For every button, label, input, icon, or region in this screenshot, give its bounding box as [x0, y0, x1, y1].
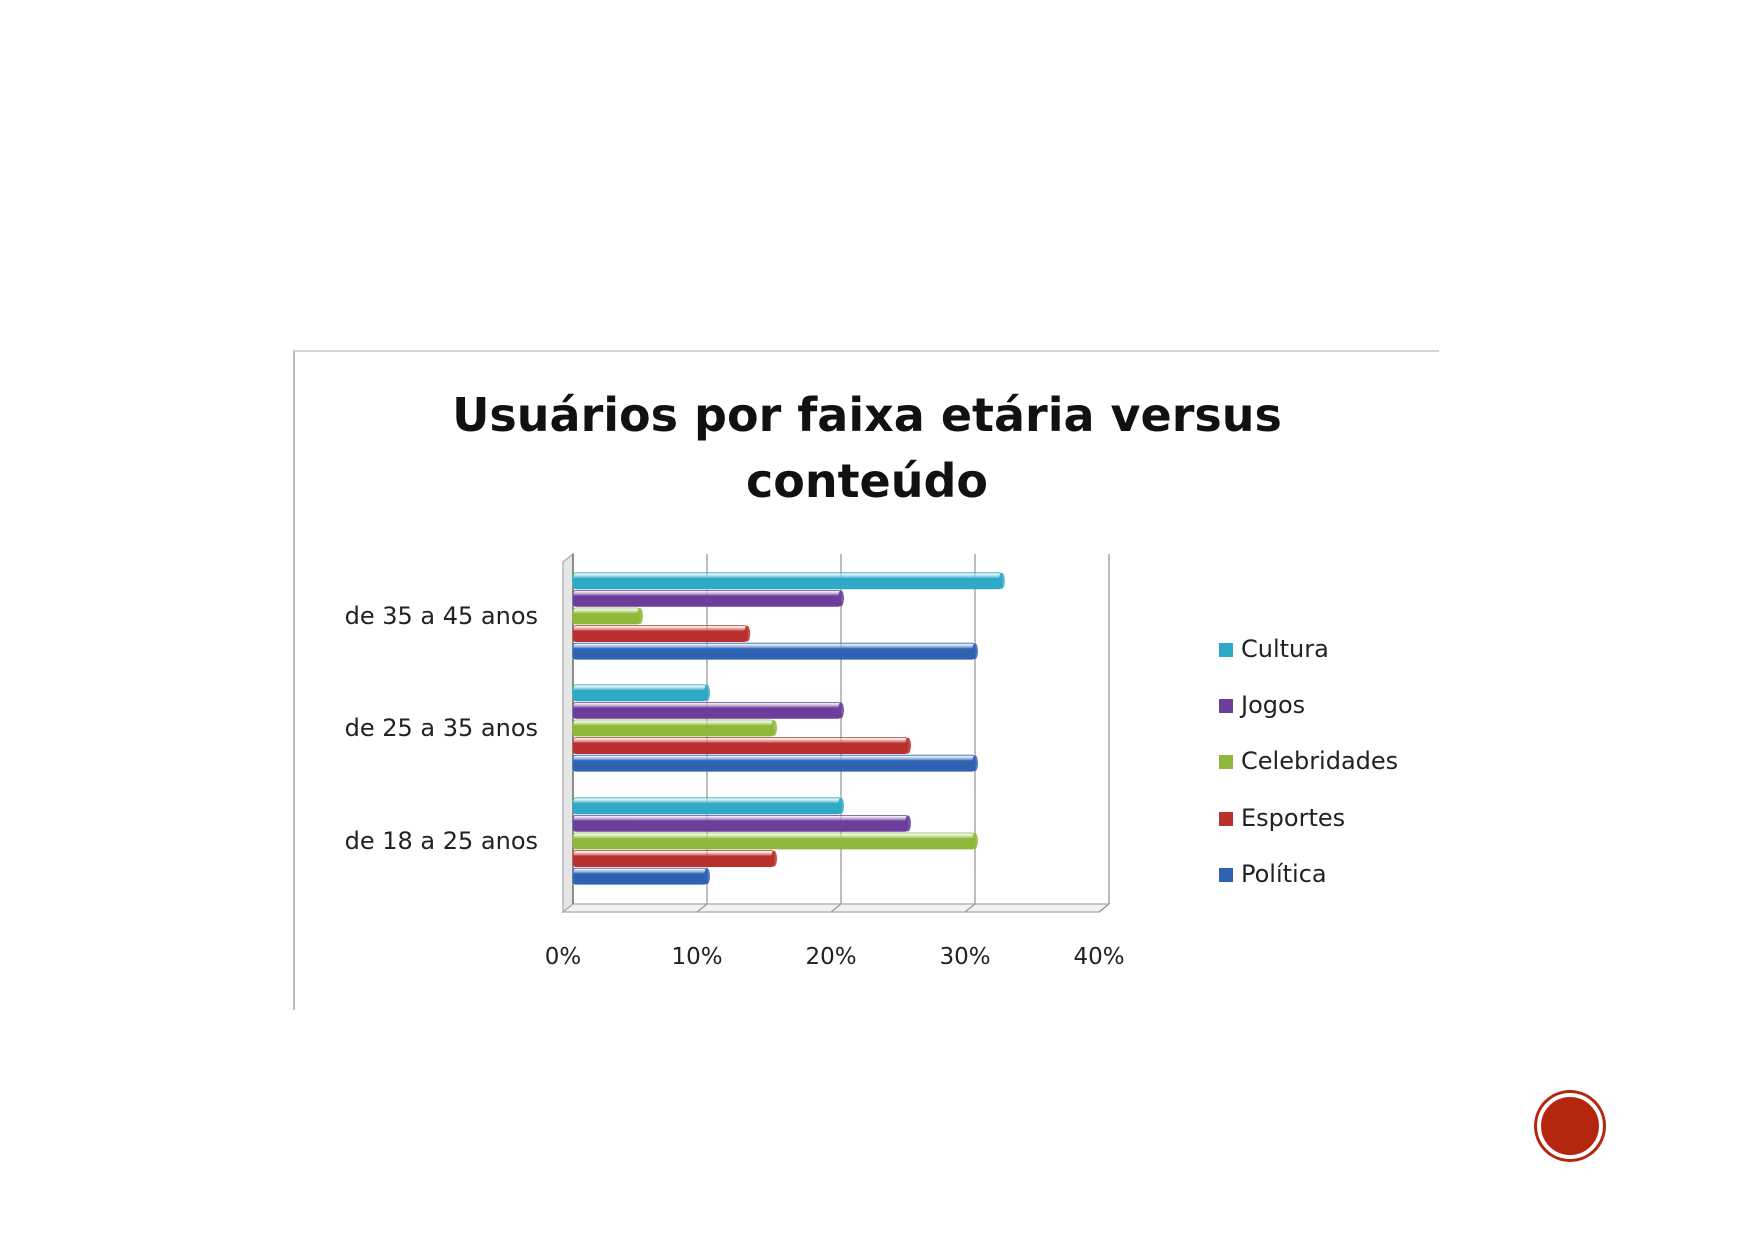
x-tick-label: 40% [1073, 944, 1124, 970]
bar-Esportes [572, 737, 909, 755]
bar-cap [838, 797, 844, 814]
bar-Jogos [572, 589, 842, 607]
bar-cap [905, 815, 911, 832]
slide-badge [1537, 1093, 1603, 1159]
bar-cap [838, 702, 844, 719]
legend-layer: Cultura Jogos Celebridades Esportes Política [1219, 635, 1398, 888]
labels-layer: 0% 10% 20% 30% 40% de 18 a 25 anos de 25 a 35 … [345, 602, 1125, 970]
bar-cap [972, 755, 978, 772]
bar-Cultura [572, 797, 842, 815]
bar-Esportes [572, 850, 775, 868]
y-category-label: de 35 a 45 anos [345, 602, 538, 630]
y-category-label: de 25 a 35 anos [345, 714, 538, 742]
bar-cap [704, 868, 710, 885]
chart-title-line-2: conteúdo [745, 454, 989, 508]
bar-cap [972, 833, 978, 849]
legend-swatch [1219, 699, 1233, 713]
bar-Cultura [572, 684, 708, 702]
bar-Jogos [572, 701, 842, 719]
x-tick-label: 10% [671, 944, 722, 970]
gridline-foot [696, 903, 708, 913]
x-tick-label: 0% [545, 944, 582, 970]
bars-layer [572, 572, 1005, 885]
bar-cap [771, 850, 777, 867]
legend-swatch [1219, 643, 1233, 657]
bar-cap [704, 684, 710, 701]
x-tick-label: 30% [939, 944, 990, 970]
chart-title: Usuários por faixa etária versus conteúd… [295, 382, 1439, 514]
bar-Celebridades [572, 832, 976, 850]
bar-cap [771, 720, 777, 736]
legend-swatch [1219, 755, 1233, 769]
bar-Celebridades [572, 719, 775, 737]
bar-cap [637, 608, 643, 624]
gridline-foot [830, 903, 842, 913]
bar-Esportes [572, 625, 748, 643]
y-category-label: de 18 a 25 anos [345, 827, 538, 855]
legend-swatch [1219, 812, 1233, 826]
bar-cap [998, 572, 1005, 589]
bar-Política [572, 754, 976, 772]
legend-label: Cultura [1241, 635, 1329, 663]
bar-Cultura [572, 572, 1003, 590]
side-wall [562, 552, 574, 914]
bar-Política [572, 867, 708, 885]
legend-label: Jogos [1239, 691, 1305, 719]
legend-swatch [1219, 868, 1233, 882]
bar-Jogos [572, 814, 909, 832]
chart-frame: Usuários por faixa etária versus conteúd… [293, 350, 1439, 1010]
legend-label: Esportes [1241, 804, 1345, 832]
bar-cap [744, 625, 751, 642]
bar-cap [838, 590, 844, 607]
x-tick-label: 20% [805, 944, 856, 970]
bar-Política [572, 642, 976, 660]
bar-cap [905, 737, 911, 754]
bar-Celebridades [572, 607, 641, 625]
legend-label: Política [1241, 860, 1327, 888]
bar-chart: 0% 10% 20% 30% 40% de 18 a 25 anos de 25 a 35 … [345, 552, 1398, 970]
legend-label: Celebridades [1241, 747, 1398, 775]
bar-cap [972, 643, 978, 660]
gridline-foot [1098, 903, 1110, 913]
chart-title-line-1: Usuários por faixa etária versus [452, 388, 1282, 442]
gridline-foot [964, 903, 976, 913]
